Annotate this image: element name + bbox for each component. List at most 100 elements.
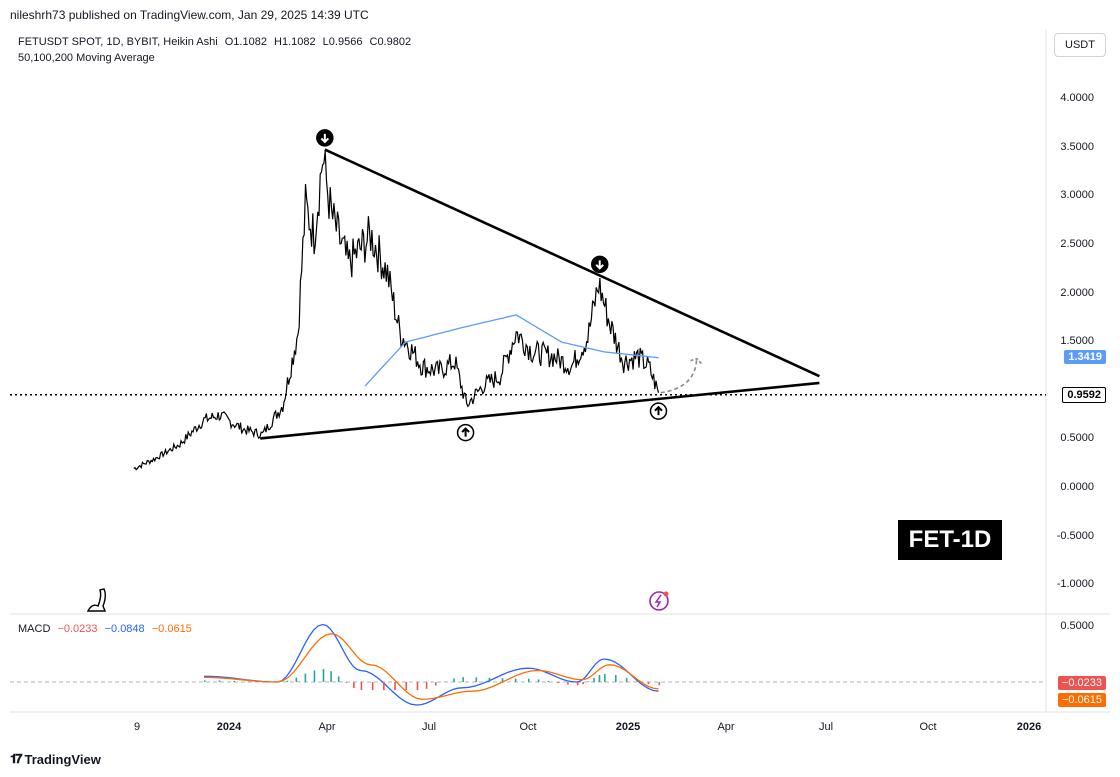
macd-histogram-bar — [647, 682, 650, 685]
price-tick-label: 0.0000 — [1060, 481, 1094, 493]
macd-histogram-bar — [501, 678, 504, 682]
macd-histogram-bar — [434, 682, 437, 686]
price-tick-label: 0.5000 — [1060, 432, 1094, 445]
down-marker-arrow — [595, 260, 604, 270]
time-tick-label: 2024 — [216, 721, 242, 733]
macd-histogram-bar — [453, 678, 455, 682]
up-marker-arrow — [461, 427, 470, 437]
up-marker-arrow — [654, 405, 663, 416]
time-tick-label: Oct — [519, 721, 537, 733]
macd-histogram-bar — [488, 677, 491, 682]
macd-line-value: −0.0848 — [104, 623, 145, 635]
price-tick-label: 4.0000 — [1060, 92, 1094, 104]
macd-axis-top: 0.5000 — [1060, 620, 1094, 632]
low-value: L0.9566 — [322, 36, 363, 48]
macd-histogram-bar — [304, 673, 307, 682]
macd-histogram-bar — [371, 682, 374, 691]
macd-signal-tag: −0.0615 — [1057, 693, 1106, 707]
macd-histogram-bar — [547, 681, 550, 682]
dinosaur-icon — [86, 588, 107, 612]
trendline — [260, 381, 820, 440]
time-tick-label: 2025 — [615, 721, 641, 733]
ma-price-tag: 1.3419 — [1064, 349, 1106, 364]
time-tick-label: Apr — [717, 721, 735, 733]
macd-histogram-bar — [576, 682, 579, 686]
notification-dot-icon — [663, 591, 669, 597]
macd-histogram-bar — [345, 682, 348, 683]
time-tick-label: Jul — [818, 721, 834, 733]
projection-path — [660, 358, 698, 394]
price-series-line — [133, 151, 660, 471]
macd-hist-value: −0.0233 — [57, 623, 98, 635]
time-tick-label: Jul — [421, 721, 437, 733]
price-tick-label: -1.0000 — [1056, 578, 1094, 591]
macd-histogram-bar — [405, 682, 408, 691]
watermark-label: FET-1D — [898, 520, 1002, 560]
tradingview-logo-icon: 𝟏𝟕 — [10, 751, 23, 766]
open-value: O1.1082 — [224, 36, 267, 48]
macd-histogram-bar — [248, 681, 250, 682]
price-tick-label: 1.5000 — [1060, 335, 1094, 348]
macd-signal-line — [203, 633, 659, 700]
macd-line — [203, 623, 659, 706]
macd-histogram-bar — [295, 677, 298, 682]
macd-histogram-bar — [330, 671, 332, 682]
footer-brand: TradingView — [24, 751, 101, 767]
time-tick-label: Oct — [919, 721, 937, 733]
lightning-icon — [654, 594, 662, 608]
high-value: H1.1082 — [274, 36, 316, 48]
macd-histogram-bar — [360, 682, 363, 691]
publisher-line: nileshrh73 published on TradingView.com,… — [10, 8, 369, 22]
macd-histogram-bar — [286, 680, 289, 682]
macd-histogram-bar — [322, 669, 325, 682]
macd-label: MACD — [18, 623, 51, 635]
last-price-tag: 0.9592 — [1062, 386, 1106, 403]
event-flag-icon — [649, 591, 669, 611]
macd-histogram-bar — [604, 673, 606, 682]
macd-histogram-bar — [425, 682, 428, 689]
macd-histogram-bar — [218, 680, 221, 682]
macd-hist-tag: −0.0233 — [1057, 676, 1106, 690]
macd-histogram-bar — [567, 682, 569, 685]
tradingview-footer[interactable]: 𝟏𝟕 TradingView — [10, 751, 101, 767]
macd-histogram-bar — [353, 682, 355, 689]
time-tick-label: Apr — [318, 721, 336, 733]
price-tick-label: -0.5000 — [1056, 529, 1094, 542]
close-value: C0.9802 — [369, 36, 412, 48]
price-tick-label: 3.0000 — [1060, 189, 1094, 202]
macd-histogram-bar — [528, 678, 530, 682]
macd-histogram-bar — [598, 675, 601, 682]
macd-histogram-bar — [593, 677, 595, 682]
macd-histogram-bar — [636, 681, 639, 682]
ma-legend: 50,100,200 Moving Average — [18, 52, 155, 64]
symbol-name: FETUSDT SPOT, 1D, BYBIT, Heikin Ashi — [18, 36, 218, 48]
macd-histogram-bar — [416, 682, 419, 691]
price-tick-label: 2.5000 — [1060, 237, 1094, 250]
projection-arrowhead-icon — [690, 357, 703, 365]
down-marker-arrow — [320, 133, 330, 144]
price-tick-label: 2.0000 — [1060, 286, 1094, 299]
macd-histogram-bar — [337, 676, 340, 682]
macd-histogram-bar — [394, 682, 396, 691]
price-tick-label: 3.5000 — [1060, 140, 1094, 153]
macd-histogram-bar — [383, 682, 385, 691]
time-tick-label: 9 — [133, 721, 141, 733]
macd-legend: MACD −0.0233 −0.0848 −0.0615 — [18, 623, 192, 635]
trendline — [324, 148, 820, 378]
symbol-legend: FETUSDT SPOT, 1D, BYBIT, Heikin Ashi O1.… — [18, 36, 411, 48]
macd-histogram-bar — [587, 681, 590, 682]
time-tick-label: 2026 — [1016, 721, 1042, 733]
macd-histogram-bar — [625, 677, 628, 682]
macd-histogram-bar — [233, 680, 235, 682]
macd-histogram-bar — [203, 680, 206, 682]
macd-histogram-bar — [313, 670, 316, 682]
currency-button[interactable]: USDT — [1054, 33, 1106, 57]
macd-histogram-bar — [514, 678, 517, 682]
macd-histogram-bar — [582, 682, 584, 685]
macd-histogram-bar — [557, 682, 559, 683]
macd-histogram-bar — [462, 677, 464, 682]
macd-histogram-bar — [614, 675, 617, 682]
macd-histogram-bar — [475, 677, 478, 682]
macd-histogram-bar — [537, 679, 540, 682]
